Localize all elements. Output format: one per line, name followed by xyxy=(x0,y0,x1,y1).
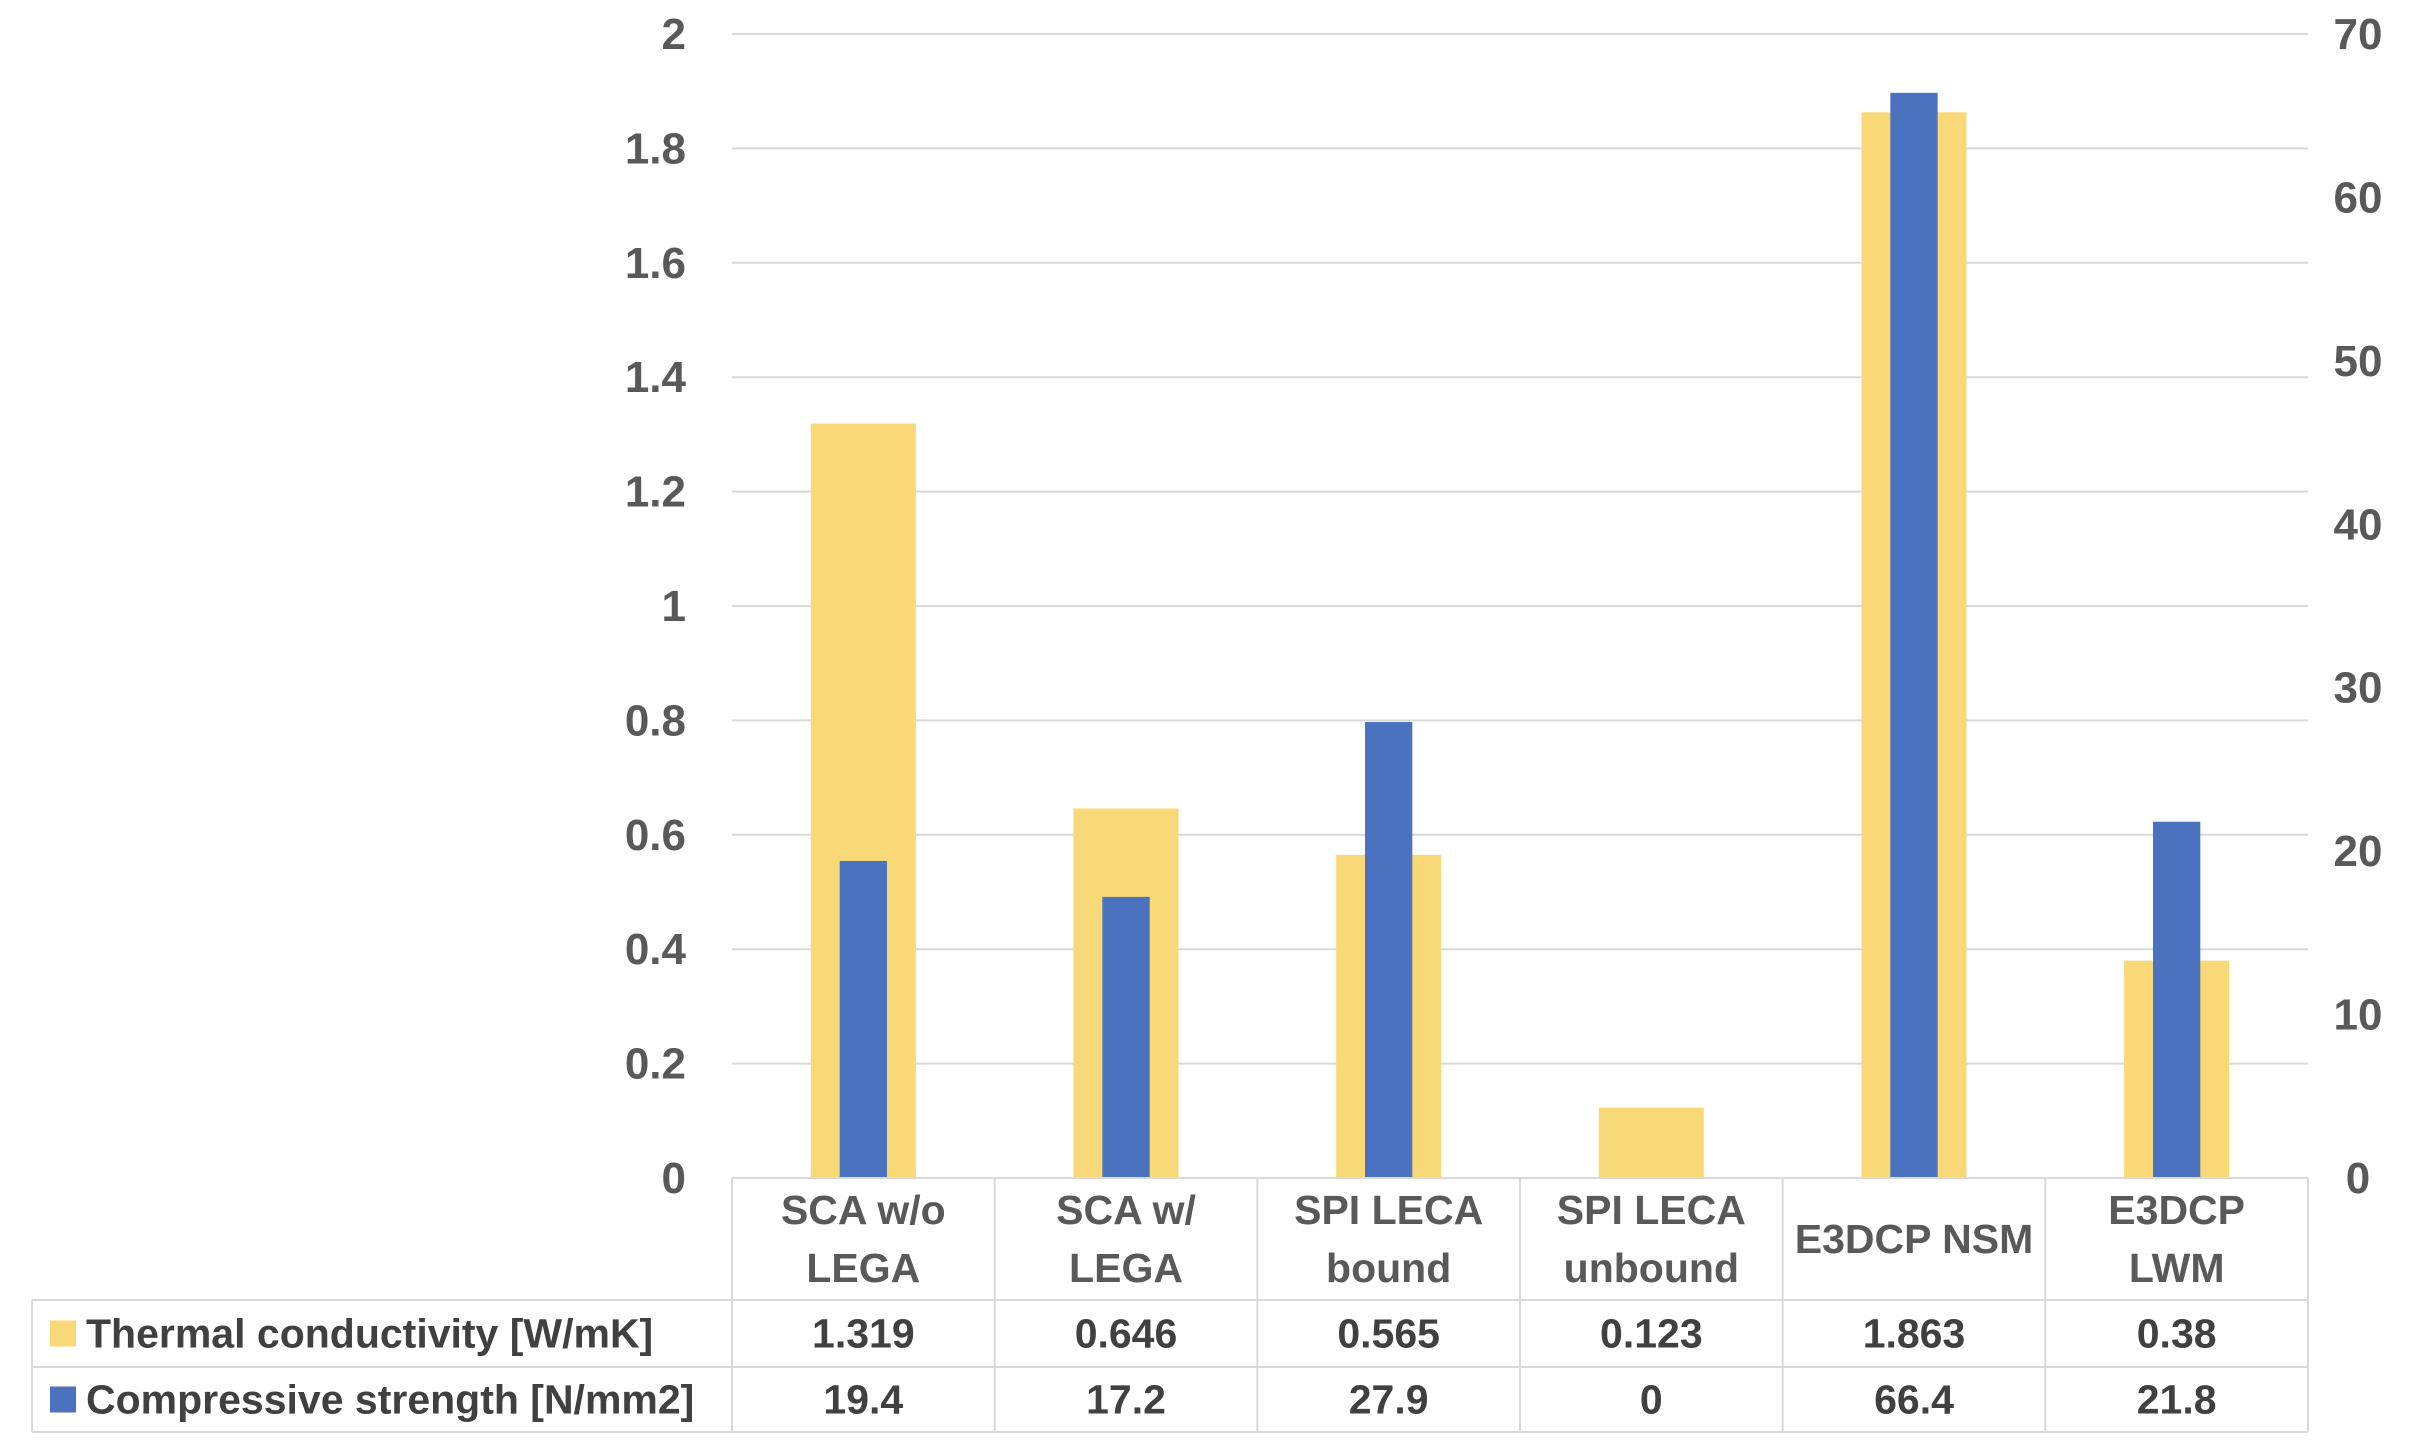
left-tick-label: 0.6 xyxy=(625,811,686,860)
legend-swatch xyxy=(50,1386,76,1413)
category-label: E3DCP NSM xyxy=(1795,1216,2033,1262)
category-label: LWM xyxy=(2129,1245,2225,1291)
table-value: 1.319 xyxy=(812,1311,915,1357)
right-tick-label: 30 xyxy=(2334,664,2383,713)
category-label: SCA w/o xyxy=(781,1187,946,1233)
right-tick-label: 40 xyxy=(2334,500,2383,549)
bars xyxy=(810,92,2230,1179)
legend-label: Thermal conductivity [W/mK] xyxy=(86,1311,653,1357)
table-value: 17.2 xyxy=(1086,1377,1166,1423)
category-label: SCA w/ xyxy=(1056,1187,1196,1233)
left-tick-label: 1.8 xyxy=(625,124,686,173)
category-label: SPI LECA xyxy=(1557,1187,1746,1233)
left-tick-label: 1.2 xyxy=(625,468,686,517)
left-tick-label: 0.2 xyxy=(625,1040,686,1089)
left-tick-label: 0 xyxy=(662,1154,686,1203)
table-value: 0.123 xyxy=(1600,1311,1703,1357)
right-tick-label: 10 xyxy=(2334,991,2383,1040)
legend-label: Compressive strength [N/mm2] xyxy=(86,1377,694,1423)
right-tick-label: 0 xyxy=(2346,1154,2370,1203)
gridlines xyxy=(732,33,2308,1065)
table-value: 66.4 xyxy=(1874,1377,1954,1423)
table-value: 27.9 xyxy=(1349,1377,1429,1423)
table-value: 0 xyxy=(1640,1377,1663,1423)
table-value: 1.863 xyxy=(1863,1311,1966,1357)
table-value: 21.8 xyxy=(2137,1377,2217,1423)
left-axis: 0 0.2 0.4 0.6 0.8 1 1.2 1.4 1.6 1.8 2 xyxy=(625,10,687,1203)
category-label: LEGA xyxy=(1069,1245,1183,1291)
left-tick-label: 2 xyxy=(662,10,686,59)
bar-compressive-strength xyxy=(2153,821,2201,1178)
bar-compressive-strength xyxy=(1890,92,1938,1179)
left-tick-label: 1.4 xyxy=(625,353,687,402)
table-value: 0.565 xyxy=(1337,1311,1440,1357)
right-tick-label: 20 xyxy=(2334,827,2383,876)
left-tick-label: 0.4 xyxy=(625,925,687,974)
legend-swatch xyxy=(50,1320,76,1347)
data-table: SCA w/o LEGA SCA w/LEGA SPI LECA bound SPI LE… xyxy=(31,1177,2309,1433)
category-label: E3DCP xyxy=(2108,1187,2245,1233)
bar-compressive-strength xyxy=(1365,722,1413,1178)
bar-compressive-strength xyxy=(1102,896,1150,1178)
right-tick-label: 70 xyxy=(2334,10,2383,59)
left-tick-label: 1.6 xyxy=(625,239,686,288)
right-tick-label: 60 xyxy=(2334,173,2383,222)
left-tick-label: 0.8 xyxy=(625,696,686,745)
category-label: LEGA xyxy=(806,1245,920,1291)
table-value: 0.38 xyxy=(2137,1311,2217,1357)
table-value: 0.646 xyxy=(1075,1311,1178,1357)
left-tick-label: 1 xyxy=(662,582,686,631)
bar-compressive-strength xyxy=(839,860,887,1178)
right-tick-label: 50 xyxy=(2334,337,2383,386)
right-axis: 0 10 20 30 40 50 60 70 xyxy=(2334,10,2383,1203)
category-label: bound xyxy=(1326,1245,1451,1291)
bar-thermal-conductivity xyxy=(1598,1107,1704,1178)
table-value: 19.4 xyxy=(823,1377,903,1423)
category-label: unbound xyxy=(1564,1245,1739,1291)
category-label: SPI LECA xyxy=(1294,1187,1483,1233)
